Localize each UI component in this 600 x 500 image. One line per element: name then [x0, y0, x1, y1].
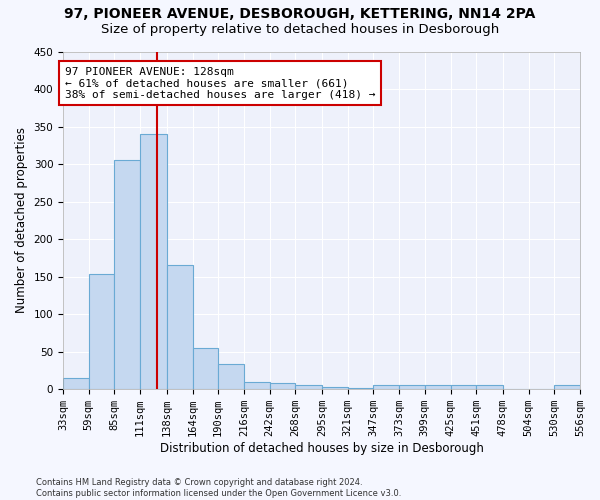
Bar: [167, 266, 193, 389]
Bar: [63, 378, 89, 389]
Bar: [476, 386, 503, 389]
Bar: [451, 386, 476, 389]
Text: Size of property relative to detached houses in Desborough: Size of property relative to detached ho…: [101, 22, 499, 36]
Bar: [373, 386, 399, 389]
Bar: [425, 386, 451, 389]
Bar: [348, 388, 373, 389]
Y-axis label: Number of detached properties: Number of detached properties: [15, 128, 28, 314]
Bar: [218, 364, 244, 389]
X-axis label: Distribution of detached houses by size in Desborough: Distribution of detached houses by size …: [160, 442, 484, 455]
Bar: [193, 348, 218, 389]
Bar: [554, 386, 580, 389]
Bar: [89, 274, 115, 389]
Text: 97, PIONEER AVENUE, DESBOROUGH, KETTERING, NN14 2PA: 97, PIONEER AVENUE, DESBOROUGH, KETTERIN…: [64, 8, 536, 22]
Bar: [244, 382, 269, 389]
Bar: [322, 387, 348, 389]
Bar: [399, 386, 425, 389]
Bar: [269, 383, 295, 389]
Bar: [140, 134, 167, 389]
Bar: [295, 386, 322, 389]
Bar: [115, 160, 140, 389]
Text: Contains HM Land Registry data © Crown copyright and database right 2024.
Contai: Contains HM Land Registry data © Crown c…: [36, 478, 401, 498]
Text: 97 PIONEER AVENUE: 128sqm
← 61% of detached houses are smaller (661)
38% of semi: 97 PIONEER AVENUE: 128sqm ← 61% of detac…: [65, 66, 376, 100]
